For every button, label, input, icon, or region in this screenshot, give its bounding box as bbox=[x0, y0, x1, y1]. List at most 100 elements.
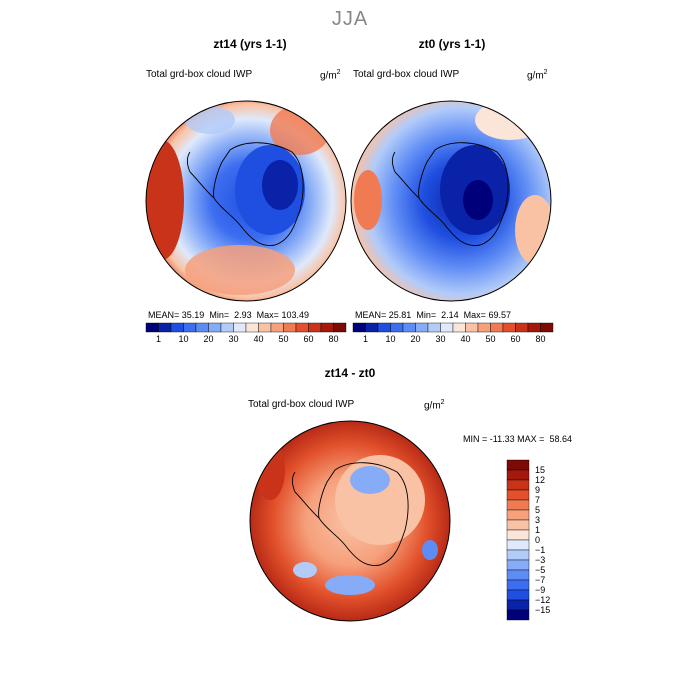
panel-1-variable: Total grd-box cloud IWP bbox=[146, 69, 253, 80]
colorbar-swatch bbox=[465, 322, 479, 333]
colorbar-tick-label: 30 bbox=[435, 334, 445, 344]
colorbar-swatch bbox=[515, 322, 529, 333]
colorbar-swatch bbox=[308, 322, 322, 333]
colorbar-swatch bbox=[490, 322, 504, 333]
colorbar-tick-label: 60 bbox=[510, 334, 520, 344]
panel-1-title: zt14 (yrs 1-1) bbox=[213, 37, 287, 51]
colorbar-swatch bbox=[220, 322, 234, 333]
colorbar-tick-label: 10 bbox=[178, 334, 188, 344]
colorbar-swatch bbox=[365, 322, 379, 333]
colorbar-tick-label: −12 bbox=[535, 595, 550, 605]
panel-2-stats: MEAN= 25.81 Min= 2.14 Max= 69.57 bbox=[355, 310, 511, 320]
colorbar-tick-label: 7 bbox=[535, 495, 540, 505]
colorbar-swatch bbox=[440, 322, 454, 333]
colorbar-swatch bbox=[477, 322, 491, 333]
colorbar-swatch bbox=[506, 609, 530, 621]
colorbar-swatch bbox=[320, 322, 334, 333]
map-3-field bbox=[250, 421, 450, 621]
colorbar-swatch bbox=[402, 322, 416, 333]
colorbar-swatch bbox=[233, 322, 247, 333]
colorbar-swatch bbox=[506, 539, 530, 551]
colorbar-swatch bbox=[427, 322, 441, 333]
colorbar-tick-label: −9 bbox=[535, 585, 545, 595]
colorbar-swatch bbox=[506, 579, 530, 591]
colorbar-swatch bbox=[527, 322, 541, 333]
figure-title: JJA bbox=[331, 8, 369, 30]
map-2-peninsula bbox=[391, 151, 420, 199]
colorbar-swatch bbox=[506, 529, 530, 541]
panel-2-variable: Total grd-box cloud IWP bbox=[353, 69, 460, 80]
colorbar-tick-label: −7 bbox=[535, 575, 545, 585]
colorbar-tick-label: 1 bbox=[535, 525, 540, 535]
colorbar-swatch bbox=[258, 322, 272, 333]
map-1-field bbox=[146, 101, 346, 301]
colorbar-swatch bbox=[283, 322, 297, 333]
panel-3-title: zt14 - zt0 bbox=[324, 366, 376, 380]
panel-1-units: g/m2 bbox=[320, 69, 341, 82]
panel-2-units: g/m2 bbox=[527, 69, 548, 82]
colorbar-swatch bbox=[295, 322, 309, 333]
map-2-field bbox=[351, 101, 551, 301]
map-1-border bbox=[145, 100, 347, 302]
colorbar-tick-label: −5 bbox=[535, 565, 545, 575]
colorbar-swatch bbox=[506, 599, 530, 611]
colorbar-swatch bbox=[415, 322, 429, 333]
colorbar-tick-label: 40 bbox=[253, 334, 263, 344]
colorbar-swatch bbox=[506, 489, 530, 501]
colorbar-tick-label: 20 bbox=[203, 334, 213, 344]
colorbar-swatch bbox=[540, 322, 554, 333]
colorbar-tick-label: −3 bbox=[535, 555, 545, 565]
map-1-peninsula bbox=[186, 151, 215, 199]
panel-3-units: g/m2 bbox=[424, 399, 445, 412]
colorbar-tick-label: 30 bbox=[228, 334, 238, 344]
colorbar-swatch bbox=[506, 469, 530, 481]
colorbar-tick-label: 80 bbox=[535, 334, 545, 344]
panel-1-stats: MEAN= 35.19 Min= 2.93 Max= 103.49 bbox=[148, 310, 309, 320]
colorbar-swatch bbox=[377, 322, 391, 333]
colorbar-tick-label: 20 bbox=[410, 334, 420, 344]
colorbar-swatch bbox=[452, 322, 466, 333]
colorbar-swatch bbox=[506, 509, 530, 521]
colorbar-tick-label: 40 bbox=[460, 334, 470, 344]
colorbar-tick-label: 50 bbox=[485, 334, 495, 344]
colorbar-tick-label: 5 bbox=[535, 505, 540, 515]
colorbar-swatch bbox=[502, 322, 516, 333]
colorbar-swatch bbox=[352, 322, 366, 333]
colorbar-swatch bbox=[145, 322, 159, 333]
colorbar-swatch bbox=[506, 559, 530, 571]
colorbar-swatch bbox=[390, 322, 404, 333]
colorbar-tick-label: 1 bbox=[363, 334, 368, 344]
colorbar-swatch bbox=[506, 549, 530, 561]
colorbar-swatch bbox=[333, 322, 347, 333]
colorbar-swatch bbox=[170, 322, 184, 333]
map-2-border bbox=[350, 100, 552, 302]
colorbar-1: 1 10 20 30 40 50 60 80 bbox=[145, 322, 347, 344]
colorbar-2: 1 10 20 30 40 50 60 80 bbox=[352, 322, 554, 344]
colorbar-tick-label: 50 bbox=[278, 334, 288, 344]
colorbar-tick-label: 9 bbox=[535, 485, 540, 495]
colorbar-tick-label: 80 bbox=[328, 334, 338, 344]
colorbar-tick-label: 10 bbox=[385, 334, 395, 344]
map-3-border bbox=[249, 420, 451, 622]
panel-3-stats: MIN = -11.33 MAX = 58.64 bbox=[463, 434, 572, 444]
colorbar-swatch bbox=[506, 589, 530, 601]
colorbar-swatch bbox=[506, 569, 530, 581]
colorbar-swatch bbox=[158, 322, 172, 333]
colorbar-tick-label: 1 bbox=[156, 334, 161, 344]
colorbar-tick-label: 60 bbox=[303, 334, 313, 344]
colorbar-swatch bbox=[506, 479, 530, 491]
panel-2-title: zt0 (yrs 1-1) bbox=[418, 37, 486, 51]
map-3-peninsula bbox=[291, 471, 320, 519]
colorbar-swatch bbox=[183, 322, 197, 333]
colorbar-tick-label: −15 bbox=[535, 605, 550, 615]
colorbar-swatch bbox=[208, 322, 222, 333]
colorbar-tick-label: 3 bbox=[535, 515, 540, 525]
colorbar-tick-label: 12 bbox=[535, 475, 545, 485]
panel-3-variable: Total grd-box cloud IWP bbox=[248, 399, 355, 410]
colorbar-swatch bbox=[245, 322, 259, 333]
colorbar-swatch bbox=[270, 322, 284, 333]
colorbar-tick-label: −1 bbox=[535, 545, 545, 555]
colorbar-swatch bbox=[506, 459, 530, 471]
